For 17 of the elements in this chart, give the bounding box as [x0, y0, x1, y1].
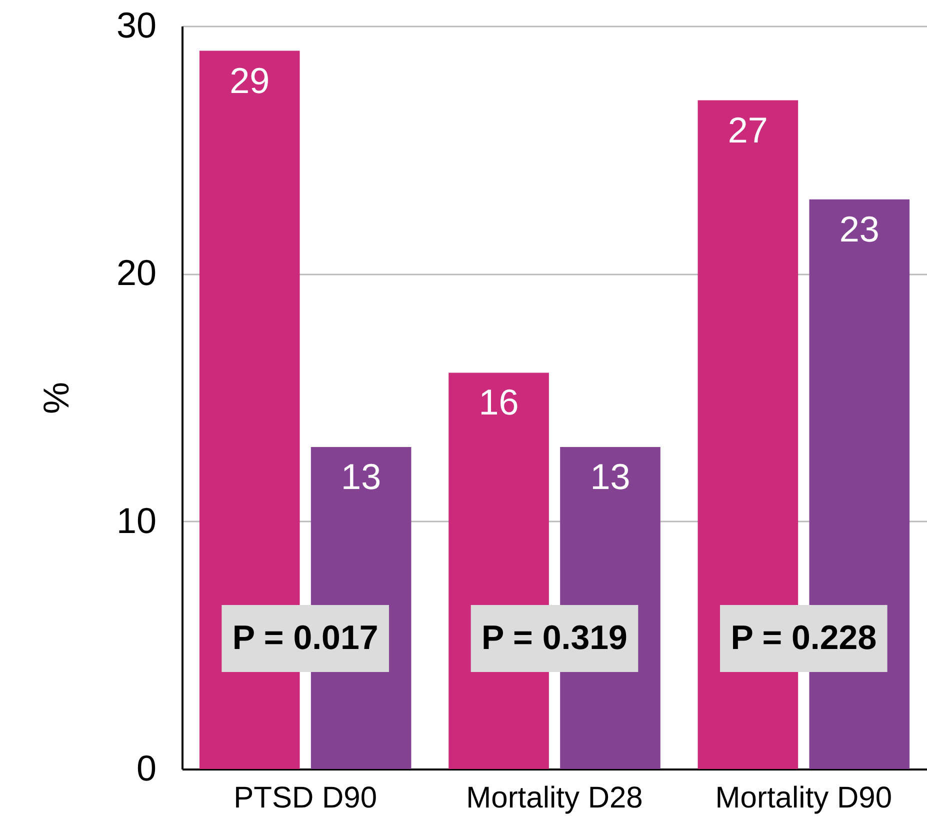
y-tick-label: 10 — [116, 500, 156, 541]
annotation: P = 0.228 — [730, 619, 877, 657]
y-tick-label: 0 — [136, 748, 156, 788]
data-label: 13 — [341, 456, 382, 498]
y-tick-label: 20 — [116, 252, 156, 294]
annotation: P = 0.319 — [482, 619, 628, 657]
data-label: 16 — [478, 382, 519, 423]
x-tick-label: PTSD D90 — [234, 782, 378, 814]
data-label: 23 — [839, 208, 880, 250]
x-tick-label: Mortality D90 — [715, 782, 892, 814]
x-tick-label: Mortality D28 — [466, 782, 643, 814]
annotation: P = 0.017 — [232, 619, 378, 657]
y-axis-title: % — [35, 382, 76, 414]
data-label: 13 — [590, 456, 630, 498]
data-label: 29 — [230, 60, 270, 101]
data-label: 27 — [728, 109, 768, 150]
y-tick-label: 30 — [116, 4, 156, 46]
